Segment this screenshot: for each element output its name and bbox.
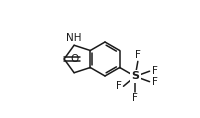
Text: F: F [152, 77, 157, 87]
Text: F: F [116, 81, 121, 91]
Text: F: F [132, 93, 138, 103]
Text: F: F [152, 66, 157, 76]
Text: NH: NH [66, 33, 82, 43]
Text: S: S [131, 71, 139, 81]
Text: O: O [71, 54, 79, 64]
Text: F: F [135, 50, 141, 60]
